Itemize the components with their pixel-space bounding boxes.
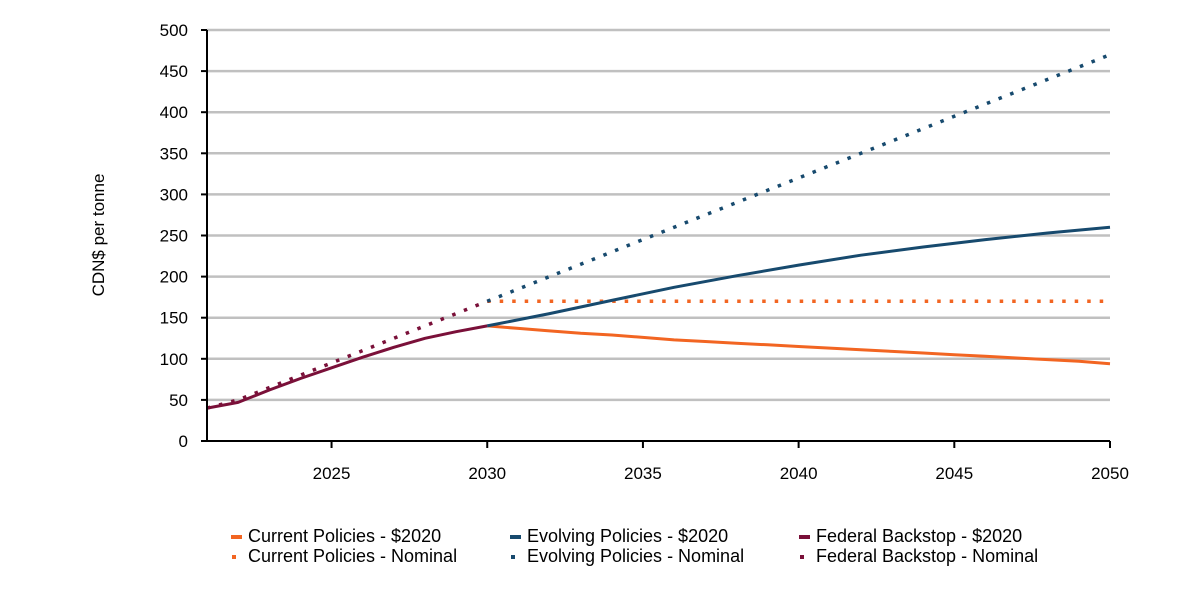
legend-swatch: [799, 535, 810, 539]
y-tick-label: 0: [179, 432, 188, 451]
gridlines: [207, 28, 1110, 402]
x-tick-label: 2030: [468, 464, 506, 483]
x-tick-label: 2040: [780, 464, 818, 483]
legend-swatch: [231, 535, 242, 539]
legend-item-1: Current Policies - Nominal: [232, 546, 457, 566]
legend-swatch: [511, 555, 515, 559]
legend-label: Evolving Policies - Nominal: [527, 546, 744, 566]
legend-item-5: Federal Backstop - Nominal: [800, 546, 1038, 566]
y-tick-label: 200: [160, 268, 188, 287]
legend-label: Federal Backstop - Nominal: [816, 546, 1038, 566]
x-tick-label: 2050: [1091, 464, 1129, 483]
y-tick-label: 150: [160, 309, 188, 328]
y-tick-label: 100: [160, 350, 188, 369]
legend-swatch: [510, 535, 521, 539]
series-line-0: [487, 324, 1111, 366]
y-tick-label: 300: [160, 185, 188, 204]
series-line-2: [486, 225, 1111, 328]
y-tick-label: 250: [160, 227, 188, 246]
series-line-4: [206, 324, 488, 410]
y-tick-labels: 0 50 100 150 200 250 300 350 400 450 500: [160, 21, 188, 451]
y-tick-label: 500: [160, 21, 188, 40]
legend-label: Current Policies - $2020: [248, 526, 441, 546]
legend-item-4: Federal Backstop - $2020: [799, 526, 1022, 546]
x-tick-labels: 2025 2030 2035 2040 2045 2050: [313, 464, 1129, 483]
axes: [201, 29, 1111, 448]
y-tick-label: 400: [160, 103, 188, 122]
y-axis-label: CDN$ per tonne: [89, 174, 108, 297]
legend-label: Federal Backstop - $2020: [816, 526, 1022, 546]
legend-swatch: [800, 555, 804, 559]
y-tick-label: 50: [169, 391, 188, 410]
y-tick-label: 450: [160, 62, 188, 81]
y-tick-label: 350: [160, 144, 188, 163]
x-tick-label: 2025: [313, 464, 351, 483]
legend-item-2: Evolving Policies - $2020: [510, 526, 728, 546]
legend-label: Evolving Policies - $2020: [527, 526, 728, 546]
legend-item-0: Current Policies - $2020: [231, 526, 441, 546]
x-tick-label: 2045: [935, 464, 973, 483]
legend-item-3: Evolving Policies - Nominal: [511, 546, 744, 566]
series-lines: [206, 53, 1111, 410]
x-tick-label: 2035: [624, 464, 662, 483]
legend-label: Current Policies - Nominal: [248, 546, 457, 566]
legend-swatch: [232, 555, 236, 559]
